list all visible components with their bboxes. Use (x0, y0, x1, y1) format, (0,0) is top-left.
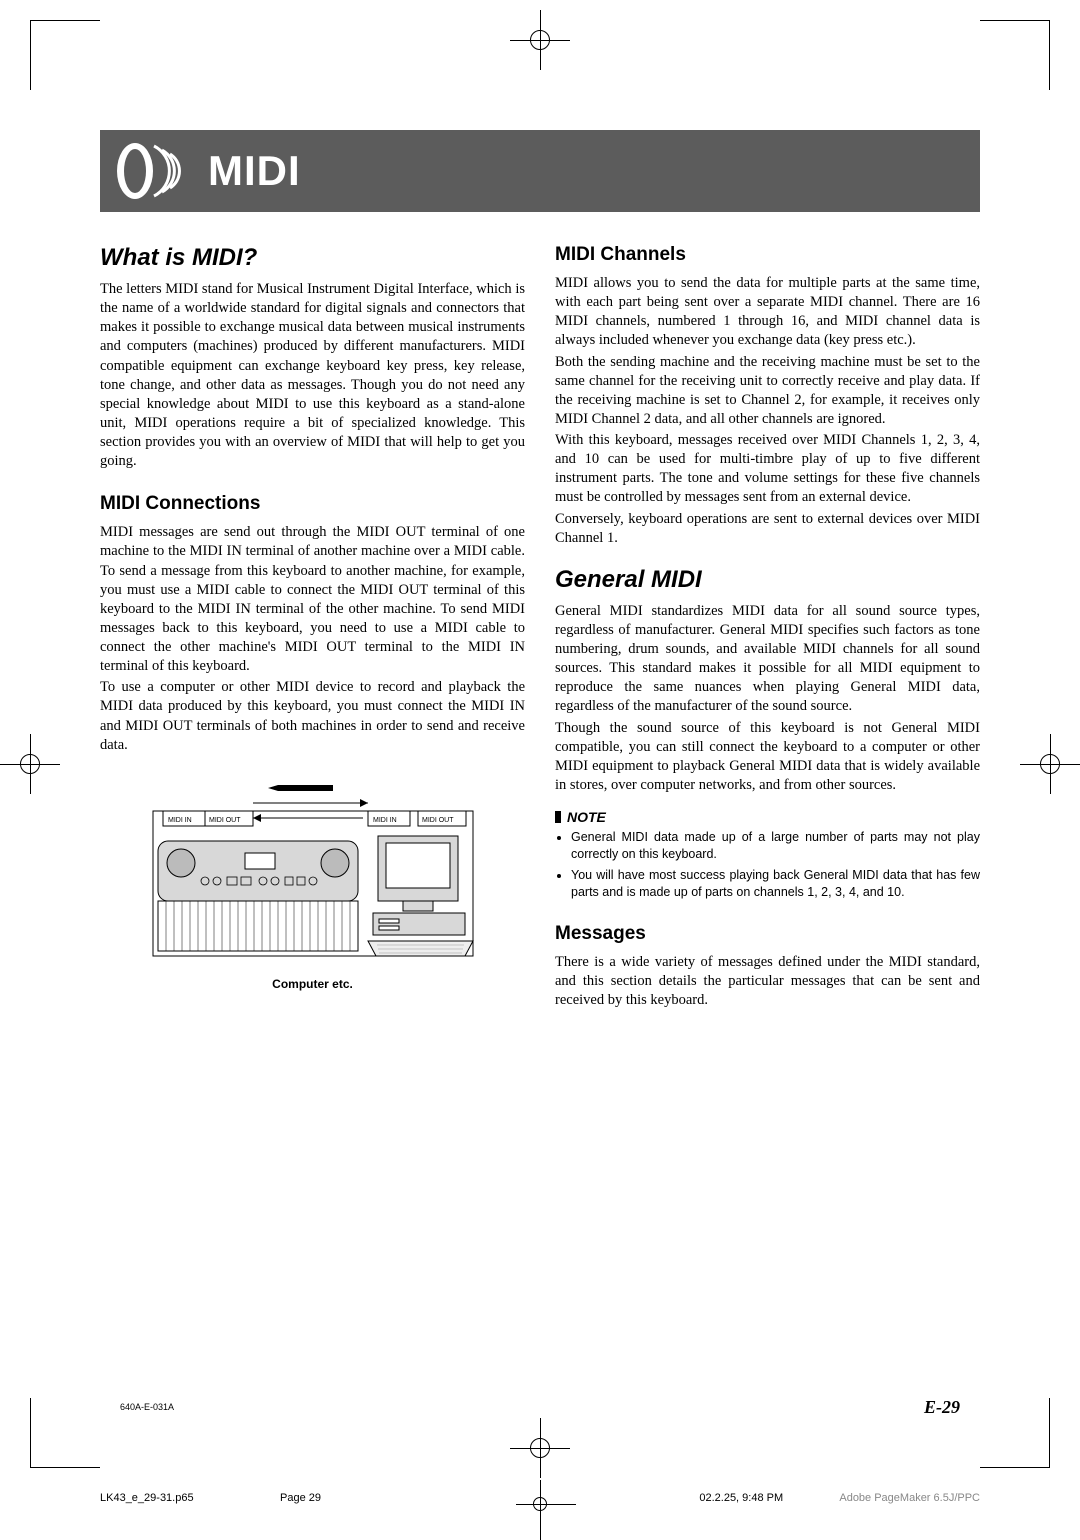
paragraph-what-is-midi: The letters MIDI stand for Musical Instr… (100, 280, 525, 471)
page-content: MIDI What is MIDI? The letters MIDI stan… (100, 60, 980, 1418)
note-list: General MIDI data made up of a large num… (555, 829, 980, 901)
label-midi-out-2: MIDI OUT (422, 817, 454, 824)
heading-messages: Messages (555, 923, 980, 945)
crop-mark-br (980, 1398, 1050, 1468)
right-column: MIDI Channels MIDI allows you to send th… (555, 244, 980, 1012)
title-bar: MIDI (100, 130, 980, 212)
paragraph-channels-3: With this keyboard, messages received ov… (555, 431, 980, 508)
crop-mark-tl (30, 20, 100, 90)
label-midi-out: MIDI OUT (209, 817, 241, 824)
footer-code: 640A-E-031A (120, 1402, 174, 1412)
slug-page: Page 29 (280, 1492, 480, 1504)
note-item-2: You will have most success playing back … (571, 867, 980, 901)
page-title: MIDI (208, 147, 301, 195)
paragraph-connections-1: MIDI messages are send out through the M… (100, 523, 525, 676)
page-number: E-29 (924, 1397, 960, 1418)
heading-general-midi: General MIDI (555, 566, 980, 594)
paragraph-channels-4: Conversely, keyboard operations are sent… (555, 510, 980, 548)
diagram-caption: Computer etc. (272, 977, 353, 991)
note-item-1: General MIDI data made up of a large num… (571, 829, 980, 863)
registration-mark-right (1030, 744, 1070, 784)
registration-mark-top (520, 20, 560, 60)
registration-mark-left (10, 744, 50, 784)
paragraph-messages: There is a wide variety of messages defi… (555, 953, 980, 1010)
label-midi-in-2: MIDI IN (373, 817, 397, 824)
note-heading: NOTE (555, 809, 980, 825)
crop-mark-tr (980, 20, 1050, 90)
left-column: What is MIDI? The letters MIDI stand for… (100, 244, 525, 1012)
slug-app: Adobe PageMaker 6.5J/PPC (839, 1492, 980, 1504)
midi-connection-diagram: MIDI IN MIDI OUT MIDI IN MIDI OUT (100, 781, 525, 991)
slug-filename: LK43_e_29-31.p65 (100, 1492, 280, 1504)
crop-mark-bl (30, 1398, 100, 1468)
heading-midi-connections: MIDI Connections (100, 493, 525, 515)
title-icon (110, 141, 200, 201)
heading-midi-channels: MIDI Channels (555, 244, 980, 266)
paragraph-connections-2: To use a computer or other MIDI device t… (100, 678, 525, 755)
paragraph-channels-2: Both the sending machine and the receivi… (555, 353, 980, 430)
label-midi-in: MIDI IN (168, 817, 192, 824)
heading-what-is-midi: What is MIDI? (100, 244, 525, 272)
paragraph-channels-1: MIDI allows you to send the data for mul… (555, 274, 980, 351)
registration-mark-bottom (520, 1428, 560, 1468)
slug-timestamp: 02.2.25, 9:48 PM (699, 1492, 839, 1504)
paragraph-general-2: Though the sound source of this keyboard… (555, 719, 980, 796)
paragraph-general-1: General MIDI standardizes MIDI data for … (555, 602, 980, 717)
registration-mark-slug (526, 1490, 554, 1518)
